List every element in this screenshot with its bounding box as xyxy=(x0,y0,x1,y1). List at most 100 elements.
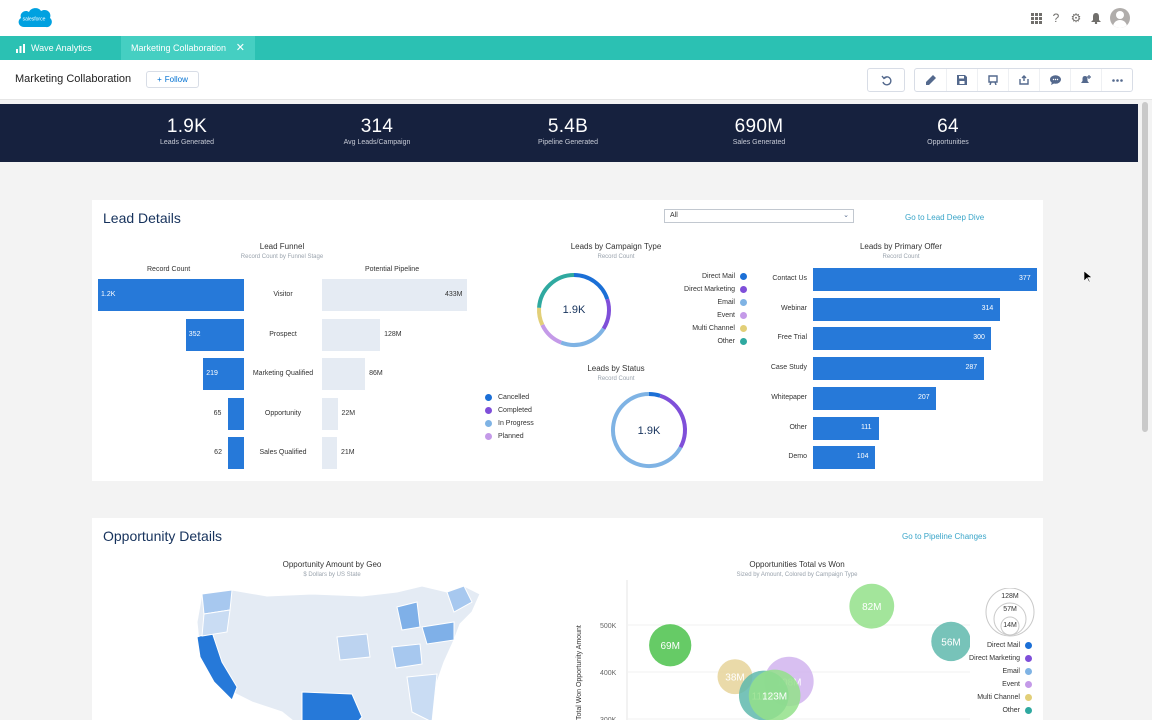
donut-slice[interactable] xyxy=(540,323,562,345)
bubble-point[interactable] xyxy=(748,669,801,720)
kpi-opportunities[interactable]: 64 Opportunities xyxy=(878,116,1018,146)
bubble-point[interactable] xyxy=(931,621,970,662)
legend-item[interactable]: Email xyxy=(652,299,747,306)
bubble-point[interactable] xyxy=(849,583,895,629)
legend-item[interactable]: Multi Channel xyxy=(652,325,747,332)
funnel-bar[interactable] xyxy=(227,398,244,430)
follow-label: Follow xyxy=(164,75,188,84)
lead-deep-dive-link[interactable]: Go to Lead Deep Dive xyxy=(905,213,985,222)
pipeline-bar[interactable] xyxy=(322,319,381,351)
legend-item[interactable]: Planned xyxy=(485,433,524,440)
kpi-label: Avg Leads/Campaign xyxy=(343,139,411,146)
close-icon[interactable]: ✕ xyxy=(235,42,245,54)
donut-center-value: 1.9K xyxy=(563,304,586,316)
state-ohio[interactable] xyxy=(391,643,423,669)
legend-item[interactable]: Email xyxy=(932,668,1032,675)
legend-item[interactable]: Direct Mail xyxy=(932,642,1032,649)
tab-wave-analytics[interactable]: Wave Analytics xyxy=(16,36,92,60)
legend-item[interactable]: Multi Channel xyxy=(932,694,1032,701)
legend-item[interactable]: Direct Marketing xyxy=(652,286,747,293)
kpi-leads-generated[interactable]: 1.9K Leads Generated xyxy=(117,116,257,146)
share-button[interactable] xyxy=(1008,69,1039,91)
donut-slice[interactable] xyxy=(659,393,687,449)
funnel-bar[interactable] xyxy=(98,279,244,311)
help-icon[interactable]: ? xyxy=(1052,11,1060,25)
legend-item[interactable]: Direct Mail xyxy=(652,273,747,280)
funnel-bar[interactable] xyxy=(203,358,244,390)
size-legend-label: 57M xyxy=(1003,606,1017,613)
kpi-label: Pipeline Generated xyxy=(538,139,598,146)
comment-button[interactable] xyxy=(1039,69,1070,91)
legend-item[interactable]: Other xyxy=(652,338,747,345)
funnel-stage-label: Opportunity xyxy=(264,410,302,417)
undo-icon xyxy=(880,75,892,86)
legend-item[interactable]: In Progress xyxy=(485,420,534,427)
state-texas[interactable] xyxy=(301,691,363,720)
offer-bar[interactable] xyxy=(813,416,879,440)
undo-button[interactable] xyxy=(868,69,904,91)
state-kansas[interactable] xyxy=(336,633,371,661)
funnel-bar-label: 62 xyxy=(214,449,222,456)
state-new-york[interactable] xyxy=(421,621,455,645)
pipeline-bar[interactable] xyxy=(322,358,366,390)
offer-category-label: Demo xyxy=(788,453,807,461)
donut-slice[interactable] xyxy=(537,307,545,326)
state-florida[interactable] xyxy=(406,673,438,720)
save-button[interactable] xyxy=(946,69,977,91)
offer-bar[interactable] xyxy=(813,297,1000,321)
offer-bar[interactable] xyxy=(813,386,936,410)
donut-slice[interactable] xyxy=(573,273,610,300)
funnel-bar[interactable] xyxy=(185,319,244,351)
state-oregon[interactable] xyxy=(201,609,231,637)
kpi-sales-generated[interactable]: 690M Sales Generated xyxy=(689,116,829,146)
pipeline-changes-link[interactable]: Go to Pipeline Changes xyxy=(902,532,987,541)
pipeline-bar[interactable] xyxy=(322,279,467,311)
kpi-pipeline-generated[interactable]: 5.4B Pipeline Generated xyxy=(498,116,638,146)
salesforce-logo[interactable]: salesforce xyxy=(16,5,53,31)
offer-bar[interactable] xyxy=(813,327,992,351)
legend-item[interactable]: Cancelled xyxy=(485,394,529,401)
notify-button[interactable] xyxy=(1070,69,1101,91)
us-map[interactable] xyxy=(192,582,492,720)
y-tick-label: 500K xyxy=(600,623,617,630)
legend-item[interactable]: Completed xyxy=(485,407,532,414)
bell-plus-icon xyxy=(1080,75,1091,83)
state-maine[interactable] xyxy=(446,585,473,613)
legend-item[interactable]: Event xyxy=(652,312,747,319)
legend-label: Completed xyxy=(498,407,532,414)
offer-bar[interactable] xyxy=(813,357,984,381)
y-tick-label: 300K xyxy=(600,717,617,720)
pipeline-bar-label: 128M xyxy=(384,331,402,338)
donut-slice[interactable] xyxy=(537,273,575,309)
pipeline-bar-label: 22M xyxy=(341,410,356,417)
more-button[interactable] xyxy=(1101,69,1132,91)
legend-item[interactable]: Direct Marketing xyxy=(932,655,1032,662)
user-avatar[interactable] xyxy=(1110,8,1130,28)
state-california[interactable] xyxy=(196,631,238,701)
edit-button[interactable] xyxy=(915,69,946,91)
state-michigan[interactable] xyxy=(396,601,421,631)
campaign-type-title: Leads by Campaign Type xyxy=(570,242,662,251)
follow-button[interactable]: + Follow xyxy=(146,71,199,88)
kpi-avg-leads[interactable]: 314 Avg Leads/Campaign xyxy=(307,116,447,146)
offer-bar[interactable] xyxy=(813,268,1037,291)
present-button[interactable] xyxy=(977,69,1008,91)
donut-slice[interactable] xyxy=(611,392,683,468)
legend-item[interactable]: Other xyxy=(932,707,1032,714)
donut-slice[interactable] xyxy=(648,392,661,398)
donut-slice[interactable] xyxy=(560,327,606,347)
offer-bar[interactable] xyxy=(813,446,875,470)
donut-slice[interactable] xyxy=(601,298,611,330)
pipeline-bar[interactable] xyxy=(322,437,337,469)
bell-icon[interactable] xyxy=(1090,12,1102,24)
app-launcher-icon[interactable] xyxy=(1030,12,1042,24)
gear-icon[interactable]: ⚙ xyxy=(1070,11,1082,25)
bubble-point[interactable] xyxy=(649,624,692,667)
lead-filter-select[interactable]: All ⌄ xyxy=(664,209,854,223)
tab-marketing-collaboration[interactable]: Marketing Collaboration ✕ xyxy=(121,36,255,60)
legend-item[interactable]: Event xyxy=(932,681,1032,688)
scrollbar[interactable] xyxy=(1142,102,1148,432)
size-legend-label: 14M xyxy=(1003,622,1017,629)
pipeline-bar[interactable] xyxy=(322,398,338,430)
funnel-bar[interactable] xyxy=(228,437,244,469)
